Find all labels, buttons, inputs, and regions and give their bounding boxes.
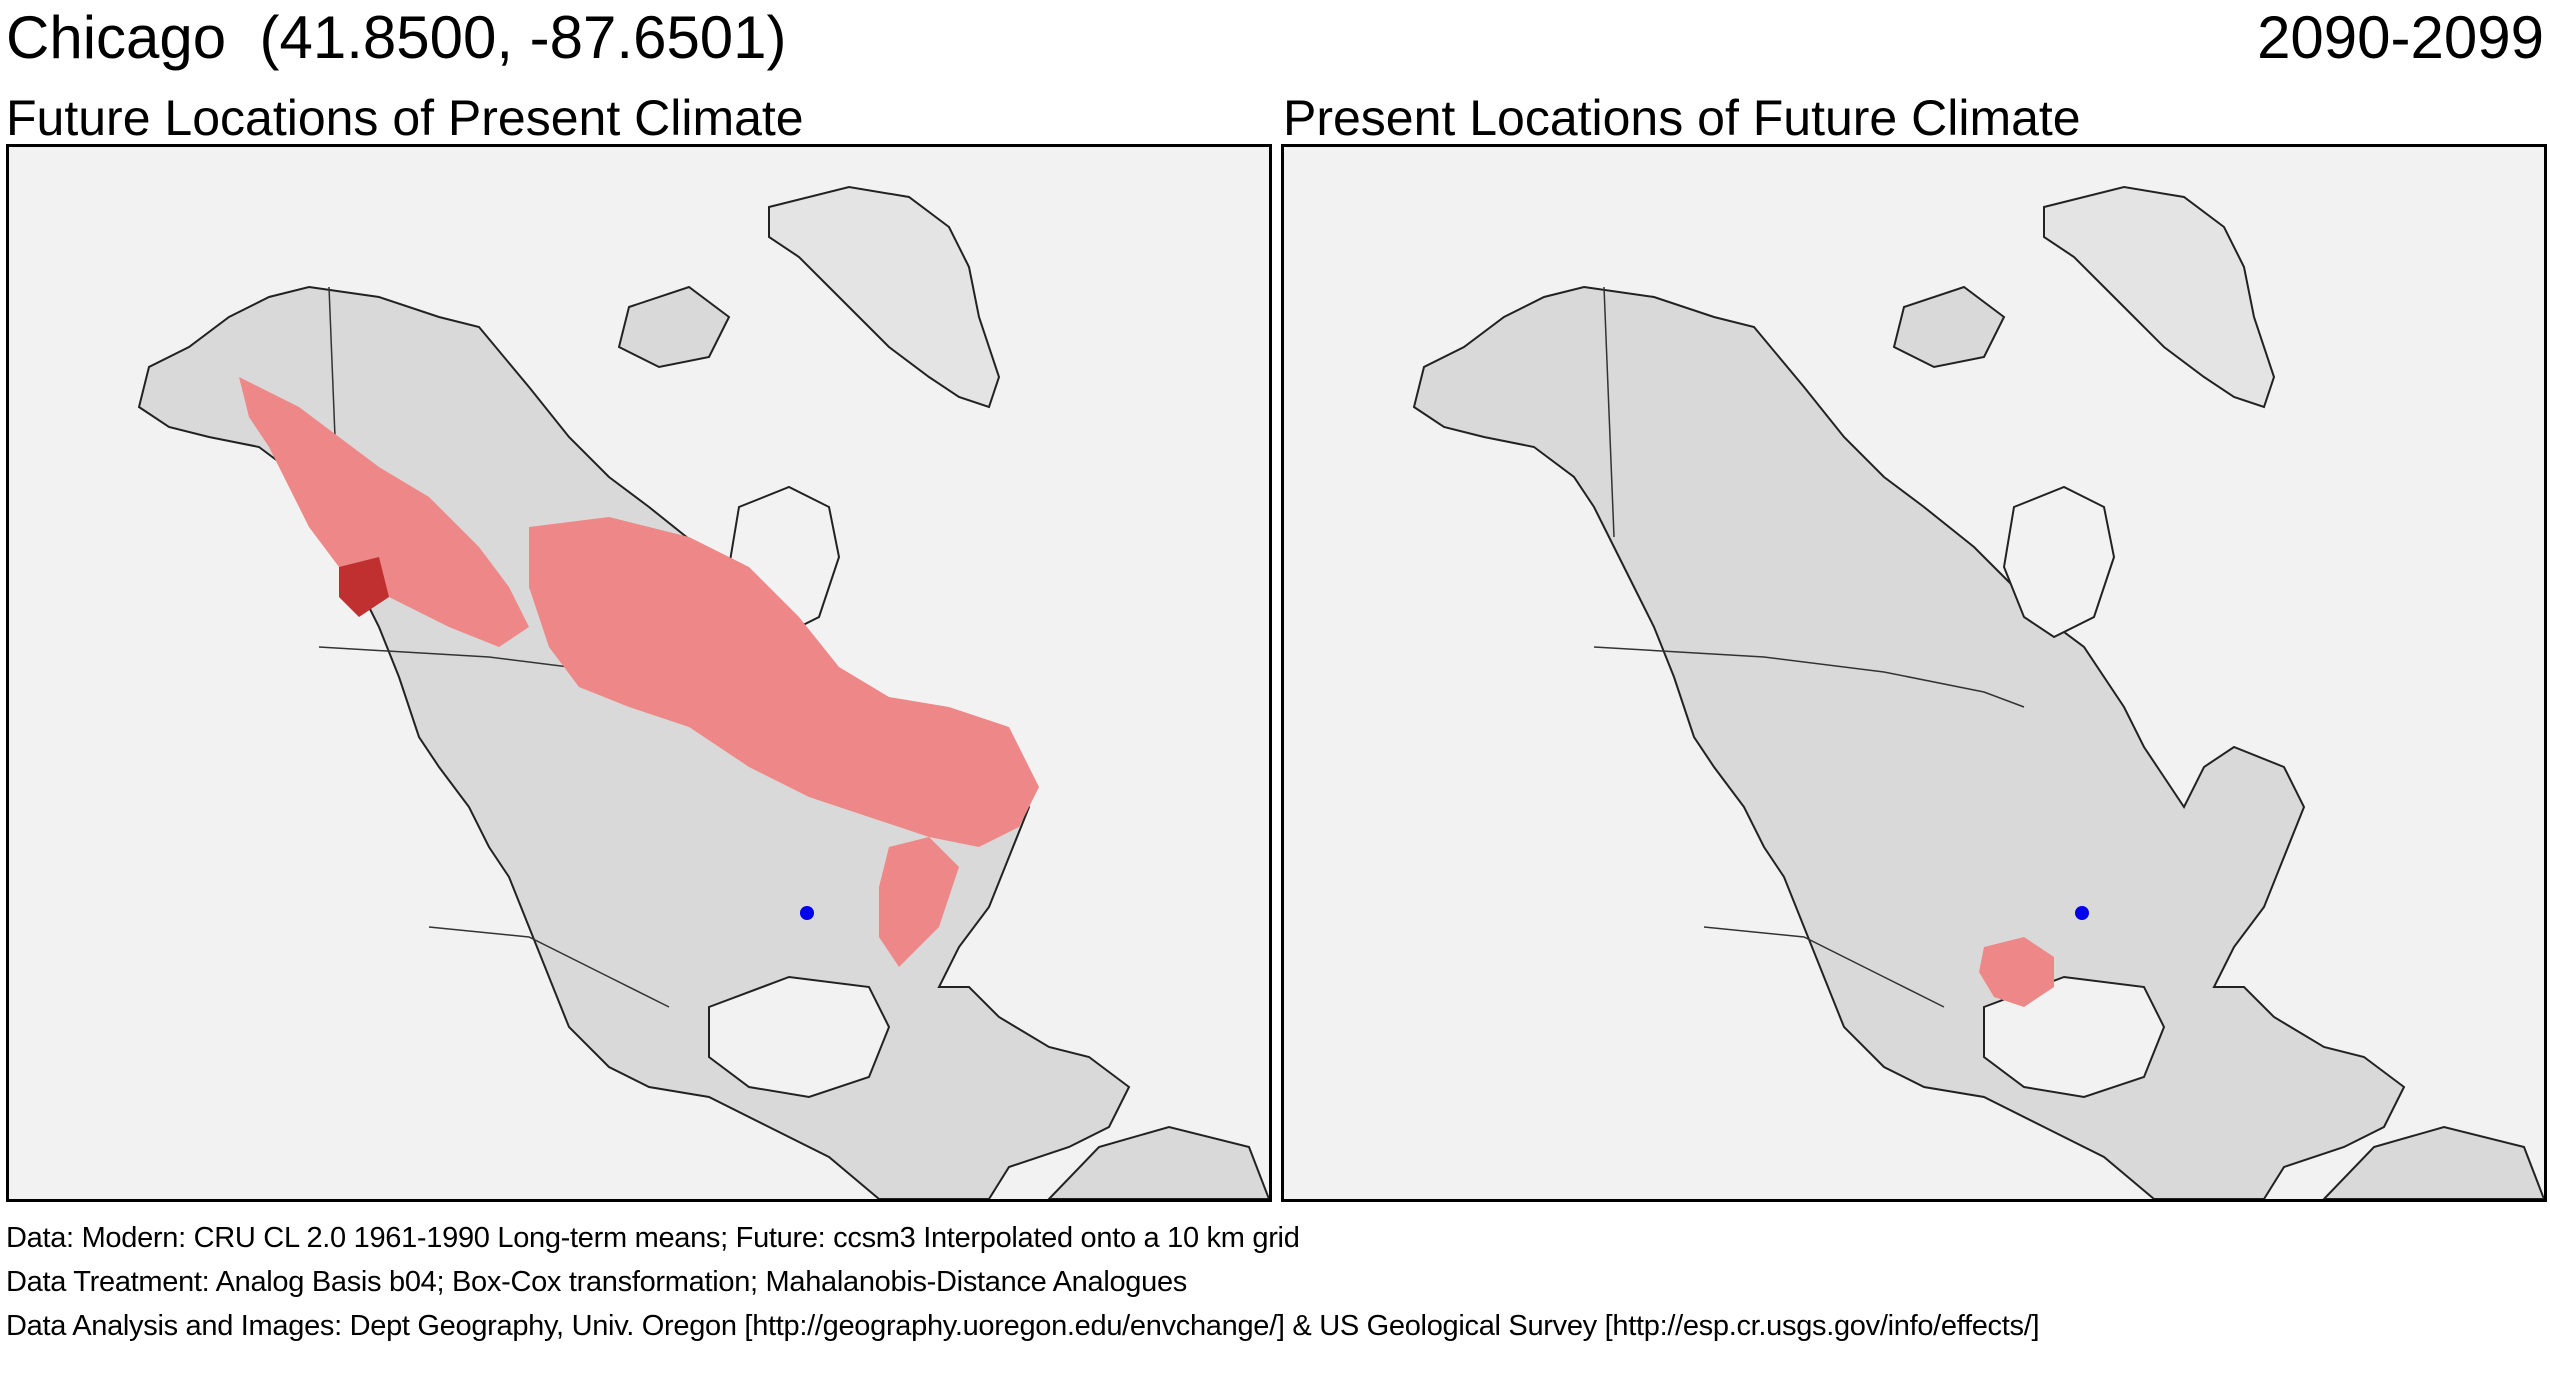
- us-canada-border: [1593, 646, 2025, 708]
- gulf-of-mexico: [708, 975, 891, 1099]
- greenland-landmass: [768, 185, 1001, 409]
- footer-data-line: Data: Modern: CRU CL 2.0 1961-1990 Long-…: [6, 1222, 1300, 1254]
- right-map-svg: [1412, 185, 2544, 1199]
- us-mexico-border: [428, 926, 670, 1008]
- us-mexico-border: [1703, 926, 1945, 1008]
- analog-areas: [239, 377, 1039, 967]
- south-america-corner: [2322, 1125, 2544, 1199]
- south-america-corner: [1047, 1125, 1269, 1199]
- greenland-landmass: [2043, 185, 2276, 409]
- left-map: [6, 144, 1272, 1202]
- chicago-marker: [2075, 906, 2089, 920]
- gulf-of-mexico: [1983, 975, 2166, 1099]
- alaska-border: [1603, 286, 1615, 538]
- analog-areas: [1979, 937, 2054, 1007]
- right-map: [1281, 144, 2547, 1202]
- analog-area-midwest-south: [1979, 937, 2054, 1007]
- period-label: 2090-2099: [2257, 4, 2544, 71]
- footer-analysis-line: Data Analysis and Images: Dept Geography…: [6, 1310, 2040, 1342]
- analog-area-northwest: [239, 377, 529, 647]
- arctic-islands: [617, 285, 731, 369]
- right-panel-title: Present Locations of Future Climate: [1283, 90, 2081, 146]
- land-masses: [1412, 185, 2544, 1199]
- arctic-islands: [1892, 285, 2006, 369]
- analog-area-dark-core: [339, 557, 389, 617]
- left-map-svg: [137, 185, 1269, 1199]
- analog-area-east: [879, 837, 959, 967]
- analog-area-central-canada: [529, 517, 1039, 847]
- hudson-bay: [2002, 485, 2116, 639]
- political-borders: [1593, 286, 2025, 1008]
- north-america-landmass: [1412, 285, 2406, 1199]
- chicago-marker: [800, 906, 814, 920]
- location-title: Chicago (41.8500, -87.6501): [6, 4, 787, 71]
- left-panel-title: Future Locations of Present Climate: [6, 90, 804, 146]
- footer-treatment-line: Data Treatment: Analog Basis b04; Box-Co…: [6, 1266, 1187, 1298]
